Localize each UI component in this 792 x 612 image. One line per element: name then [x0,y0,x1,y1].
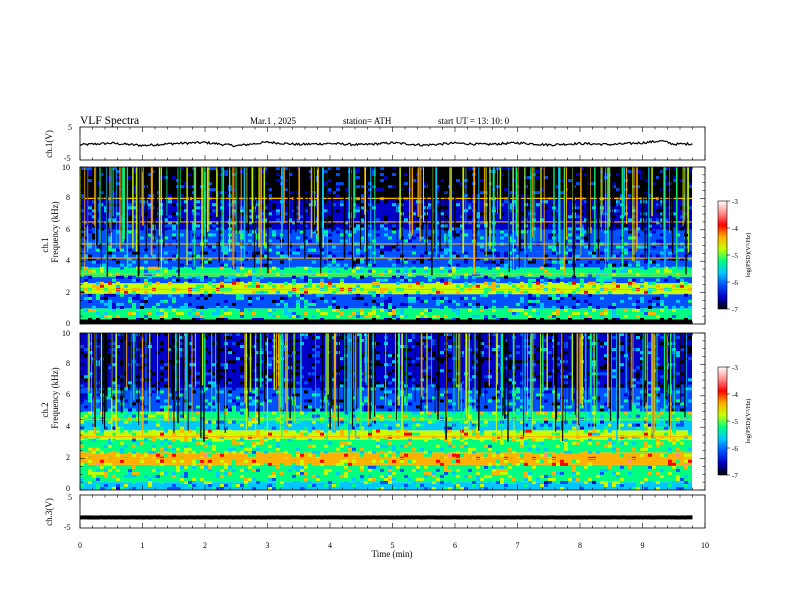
colorbar-tick-label: -3 [732,364,738,372]
spectrum-band [80,411,692,421]
date-label: Mar.1 , 2025 [250,116,296,126]
ch1-spec-ytick: 10 [62,163,70,172]
time-tick-label: 8 [578,541,582,550]
ch2-spectrogram [80,333,692,490]
ch2-colorbar: -3 -4 -5 -6 -7 log(PSD)(V²/Hz) [717,364,752,480]
ch1-spectrogram [80,167,692,324]
colorbar-label: log(PSD)(V²/Hz) [745,399,752,444]
colorbar-tick-label: -7 [732,306,738,314]
ch2-spec-ytick: 10 [62,329,70,338]
ch1-spectrogram-panel: 0 2 4 6 8 10 ch.1 Frequency (kHz) [40,163,706,328]
figure-title: VLF Spectra [80,115,139,127]
ch3-ytick-top: 5 [68,493,72,502]
colorbar-tick-label: -4 [732,391,738,399]
ch3-waveform-panel: 5 -5 ch.3(V) 0 1 2 3 4 5 6 7 8 9 10 Time (min) [44,493,709,559]
ch1-ytick-top: 5 [68,123,72,132]
ch1-waveform-ticks [79,127,706,160]
ch1-spec-ytick: 8 [66,193,70,202]
time-tick-label: 5 [391,541,395,550]
ch1-spec-ytick: 2 [66,288,70,297]
ch1-waveform-panel: 5 -5 ch.1(V) [44,123,706,163]
colorbar-tick-label: -6 [732,279,738,287]
start-time-label: start UT = 13: 10: 0 [438,116,510,126]
ch1-frequency-label: Frequency (kHz) [50,201,60,262]
spectrum-band [80,430,692,440]
ch2-spec-ytick: 2 [66,453,70,462]
colorbar-label: log(PSD)(V²/Hz) [745,233,752,278]
ch2-spectrogram-panel: 0 2 4 6 8 10 ch.2 Frequency (kHz) [40,329,706,493]
ch2-frequency-label: Frequency (kHz) [50,367,60,428]
spectrum-band [80,229,692,252]
ch3-ytick-bottom: -5 [64,523,71,532]
ch2-channel-label: ch.2 [40,402,50,417]
ch1-waveform-line [79,139,693,148]
colorbar-tick-label: -6 [732,445,738,453]
time-tick-label: 3 [266,541,270,550]
time-axis-label: Time (min) [372,549,413,559]
ch2-spec-ytick: 4 [66,422,70,431]
time-tick-label: 6 [453,541,457,550]
time-tick-label: 1 [141,541,145,550]
ch1-ytick-bottom: -5 [64,154,71,163]
ch1-spec-ytick: 0 [66,319,70,328]
time-tick-label: 7 [516,541,520,550]
colorbar-tick-label: -5 [732,252,738,260]
colorbar-scale [717,200,728,310]
ch1-colorbar: -3 -4 -5 -6 -7 log(PSD)(V²/Hz) [717,198,752,314]
colorbar-tick-label: -3 [732,198,738,206]
time-tick-label: 9 [641,541,645,550]
time-tick-label: 0 [78,541,82,550]
time-axis-tick-labels: 0 1 2 3 4 5 6 7 8 9 10 [78,541,709,550]
ch1-ylabel: ch.1(V) [44,130,54,158]
time-tick-label: 10 [701,541,709,550]
ch2-spec-ytick: 8 [66,359,70,368]
time-tick-label: 2 [203,541,207,550]
ch1-spectrogram-ticks [79,166,706,325]
ch1-spec-ytick: 6 [66,225,70,234]
station-label: station= ATH [343,116,392,126]
time-tick-label: 4 [328,541,332,550]
ch2-spectrogram-ticks [79,332,706,491]
ch3-ylabel: ch.3(V) [44,498,54,526]
colorbar-tick-label: -5 [732,418,738,426]
colorbar-tick-label: -4 [732,225,738,233]
ch2-spec-ytick: 6 [66,390,70,399]
ch3-waveform-ticks [79,495,706,528]
colorbar-tick-label: -7 [732,472,738,480]
ch2-spec-ytick: 0 [66,484,70,493]
colorbar-scale [717,366,728,476]
ch1-channel-label: ch.1 [40,237,50,252]
ch1-spec-ytick: 4 [66,256,70,265]
spectrum-band [80,308,692,320]
